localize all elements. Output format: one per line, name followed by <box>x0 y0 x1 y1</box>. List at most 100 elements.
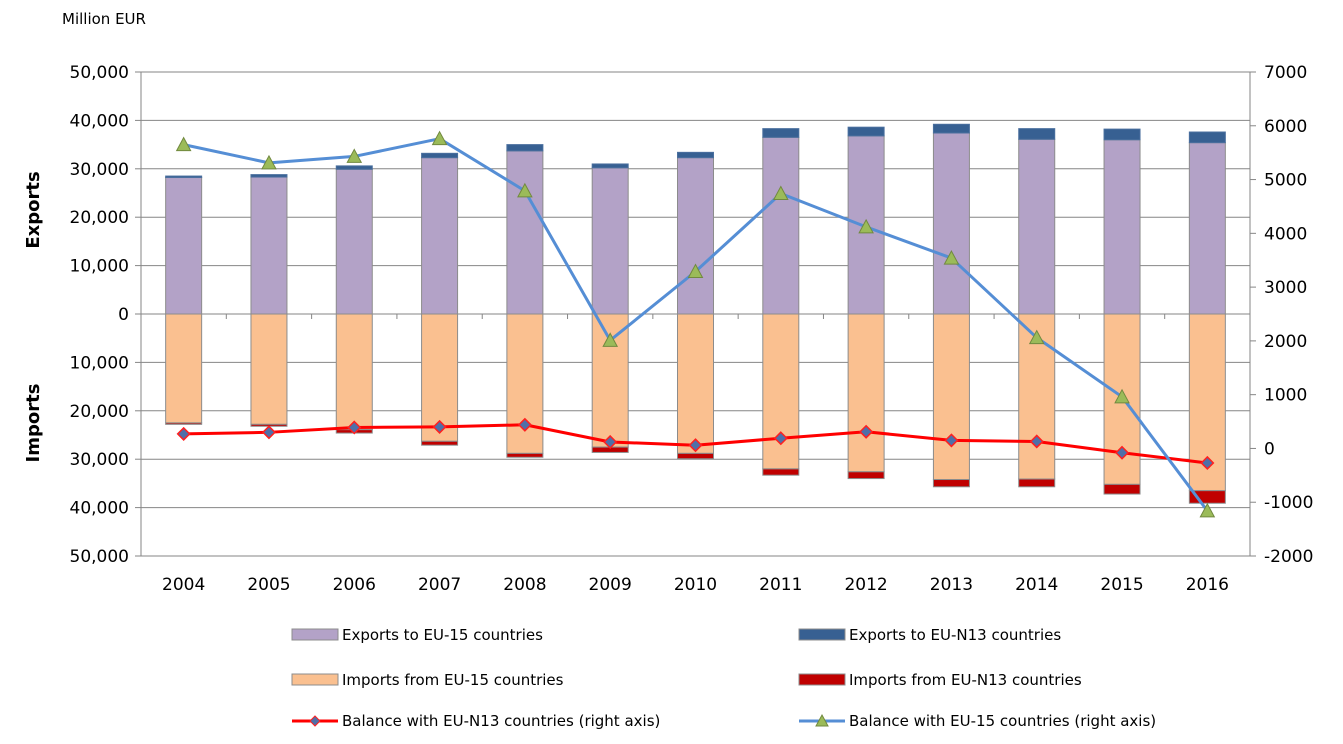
bar-exports-eun13 <box>335 165 373 170</box>
bar-imports-eun13 <box>165 422 203 425</box>
balance-eu15-marker <box>261 154 277 170</box>
left-axis-tick-label: 30,000 <box>70 160 129 180</box>
balance-eun13-marker <box>773 431 788 446</box>
left-axis-tick-label: 50,000 <box>70 547 129 567</box>
bar-exports-eun13 <box>1103 128 1141 141</box>
right-axis-tick-label: 4000 <box>1264 224 1307 244</box>
right-axis-tick-label: 3000 <box>1264 278 1307 298</box>
exports-axis-label: Exports <box>23 171 44 248</box>
balance-eun13-marker <box>1029 434 1044 449</box>
balance-eun13-marker <box>347 420 362 435</box>
right-axis-tick-label: 0 <box>1264 439 1275 459</box>
bar-exports-eun13 <box>1188 131 1226 144</box>
bar-exports-eu15 <box>1188 142 1226 315</box>
legend-label: Exports to EU-N13 countries <box>849 626 1061 644</box>
imports-axis-label: Imports <box>23 384 44 463</box>
x-axis-tick-label: 2007 <box>418 575 461 595</box>
bar-imports-eun13 <box>932 479 970 488</box>
bar-imports-eu15 <box>250 313 288 425</box>
left-axis-tick-label: 20,000 <box>70 402 129 422</box>
balance-eun13-marker <box>432 419 447 434</box>
right-axis-tick-label: 2000 <box>1264 332 1307 352</box>
balance-eu15-marker <box>687 263 704 279</box>
balance-eun13-marker <box>859 424 874 439</box>
bar-imports-eun13 <box>677 452 714 460</box>
left-axis-tick-label: 50,000 <box>70 63 129 83</box>
bar-imports-eu15 <box>932 313 970 481</box>
legend-swatch <box>798 673 846 686</box>
balance-eu15-marker <box>1114 388 1130 404</box>
bar-exports-eu15 <box>677 157 714 315</box>
bar-imports-eun13 <box>847 471 885 480</box>
bar-exports-eun13 <box>421 152 459 159</box>
right-axis-tick-label: 7000 <box>1264 63 1307 83</box>
legend-label: Balance with EU-15 countries (right axis… <box>849 712 1156 730</box>
balance-eu15-marker <box>943 250 960 265</box>
balance-eu15-marker <box>431 130 448 146</box>
bar-exports-eu15 <box>1103 139 1141 315</box>
balance-eu15-marker <box>346 148 363 163</box>
bar-exports-eu15 <box>591 167 629 315</box>
right-axis-tick-label: -2000 <box>1264 547 1313 567</box>
balance-eun13-marker <box>517 417 532 432</box>
bar-exports-eun13 <box>591 163 629 169</box>
bar-exports-eu15 <box>250 176 288 315</box>
left-axis-tick-label: 20,000 <box>70 208 129 228</box>
x-axis-tick-label: 2010 <box>674 575 717 595</box>
left-axis-tick-label: 0 <box>118 305 129 325</box>
legend-label: Imports from EU-15 countries <box>342 671 564 689</box>
balance-eun13-marker <box>603 434 618 450</box>
x-axis-tick-label: 2008 <box>503 575 546 595</box>
balance-eun13-marker <box>944 433 959 448</box>
bar-imports-eu15 <box>506 313 544 454</box>
legend-swatch <box>291 628 339 641</box>
bar-exports-eu15 <box>932 132 970 315</box>
right-axis-tick-label: 6000 <box>1264 117 1307 137</box>
bar-imports-eu15 <box>335 313 373 431</box>
bar-exports-eun13 <box>677 151 714 159</box>
balance-eu15-marker <box>1199 502 1216 518</box>
balance-eu15-marker <box>602 332 619 347</box>
x-axis-tick-label: 2009 <box>589 575 632 595</box>
bar-exports-eu15 <box>335 168 373 315</box>
unit-label: Million EUR <box>62 10 146 28</box>
x-axis-tick-label: 2013 <box>930 575 973 595</box>
bar-exports-eu15 <box>506 150 544 315</box>
legend-label: Imports from EU-N13 countries <box>849 671 1082 689</box>
balance-eun13-marker <box>688 438 703 453</box>
bar-exports-eun13 <box>506 144 544 152</box>
right-axis-tick-label: 1000 <box>1264 386 1307 406</box>
right-axis-tick-label: -1000 <box>1264 493 1313 513</box>
balance-eun13-marker <box>1200 455 1215 471</box>
legend-marker <box>815 713 829 727</box>
balance-eun13-marker <box>176 426 191 441</box>
balance-eu15-marker <box>175 136 192 152</box>
legend-swatch <box>798 628 846 641</box>
bar-exports-eun13 <box>932 123 970 134</box>
bar-exports-eun13 <box>762 128 800 138</box>
legend-swatch <box>291 673 339 686</box>
x-axis-tick-label: 2005 <box>247 575 290 595</box>
left-axis-tick-label: 10,000 <box>70 353 129 373</box>
bar-exports-eun13 <box>847 126 885 137</box>
x-axis-tick-label: 2016 <box>1186 575 1229 595</box>
bar-exports-eu15 <box>762 136 800 315</box>
bar-imports-eun13 <box>421 440 459 446</box>
legend-marker <box>309 715 321 727</box>
bar-exports-eu15 <box>1018 138 1056 315</box>
bar-imports-eun13 <box>1103 483 1141 495</box>
bar-exports-eun13 <box>1018 128 1056 140</box>
legend-label: Exports to EU-15 countries <box>342 626 543 644</box>
bar-exports-eun13 <box>250 174 288 178</box>
legend-label: Balance with EU-N13 countries (right axi… <box>342 712 660 730</box>
bar-imports-eu15 <box>165 313 203 424</box>
x-axis-tick-label: 2011 <box>759 575 802 595</box>
bar-exports-eun13 <box>165 175 203 179</box>
balance-eun13-marker <box>261 425 277 440</box>
bar-imports-eun13 <box>1018 478 1056 488</box>
bar-imports-eu15 <box>762 313 800 470</box>
bar-imports-eu15 <box>677 313 714 454</box>
balance-eu15-marker <box>517 182 533 198</box>
